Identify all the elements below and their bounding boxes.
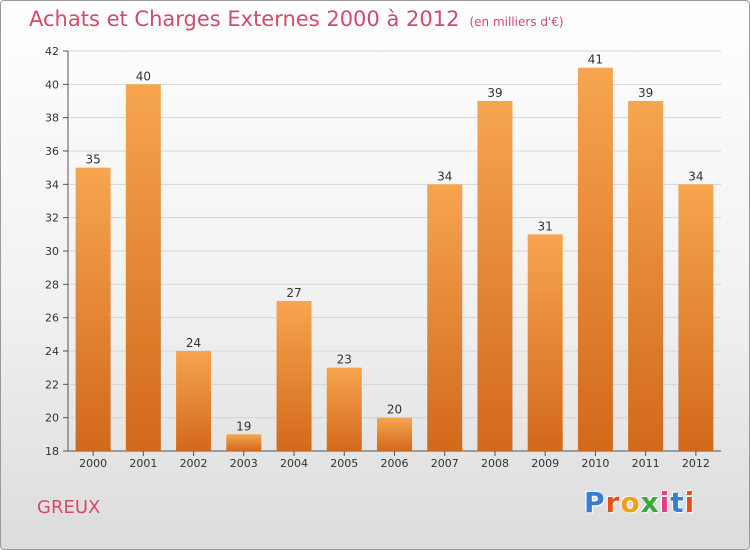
y-tick-label: 36 [45,145,59,158]
data-label: 19 [236,419,251,433]
data-label: 20 [387,403,402,417]
bar-2003 [226,434,262,451]
bar-2000 [75,167,111,451]
logo-letter: x [640,486,660,519]
x-tick-label: 2001 [129,457,157,470]
data-label: 39 [638,86,653,100]
chart-unit-note: (en milliers d'€) [469,15,564,29]
x-tick-label: 2007 [431,457,459,470]
x-tick-label: 2006 [381,457,409,470]
data-label: 40 [136,69,151,83]
x-tick-label: 2011 [632,457,660,470]
bar-2009 [527,234,563,451]
bar-2002 [176,351,212,451]
bar-2006 [377,417,412,451]
bar-2005 [326,367,362,451]
x-tick-label: 2008 [481,457,509,470]
logo-letter: i [659,486,671,519]
chart-title: Achats et Charges Externes 2000 à 2012 (e… [29,7,564,31]
data-label: 41 [588,53,603,67]
y-tick-label: 42 [45,45,59,58]
proxiti-logo[interactable]: Proxiti [584,486,695,519]
bar-2004 [276,301,312,451]
y-tick-label: 34 [45,178,59,191]
x-tick-label: 2002 [180,457,208,470]
x-tick-label: 2005 [330,457,358,470]
data-label: 34 [688,169,703,183]
y-tick-label: 32 [45,212,59,225]
y-tick-label: 28 [45,278,59,291]
x-tick-label: 2000 [79,457,107,470]
bar-2012 [678,184,714,452]
axes: 18 20 22 24 26 28 30 32 34 36 38 40 42 2000 2001 2002 20… [45,45,721,470]
data-label: 31 [538,219,553,233]
data-label: 35 [85,153,100,167]
x-tick-label: 2004 [280,457,308,470]
bar-2008 [477,101,513,451]
y-tick-label: 18 [45,445,59,458]
data-label: 39 [487,86,502,100]
logo-letter: i [684,486,696,519]
y-tick-label: 30 [45,245,59,258]
logo-letter: o [620,486,641,519]
y-tick-label: 38 [45,112,59,125]
logo-letter: t [670,486,685,519]
y-tick-label: 22 [45,378,59,391]
bar-2001 [125,84,161,451]
data-labels: 35 40 24 19 27 23 20 34 39 31 41 39 34 [85,53,703,434]
data-label: 27 [286,286,301,300]
data-label: 23 [337,353,352,367]
bar-2007 [427,184,463,452]
chart-title-text: Achats et Charges Externes 2000 à 2012 [29,7,460,31]
data-label: 34 [437,169,452,183]
logo-letter: P [584,486,606,519]
logo-letter: r [605,486,621,519]
y-tick-label: 24 [45,345,59,358]
location-label: GREUX [37,497,101,518]
x-tick-label: 2012 [682,457,710,470]
bar-2011 [628,101,664,451]
bar-2010 [577,67,613,452]
grid-lines [68,50,721,452]
bars [75,67,714,452]
x-tick-label: 2009 [531,457,559,470]
y-tick-label: 26 [45,312,59,325]
y-tick-label: 40 [45,78,59,91]
data-label: 24 [186,336,201,350]
y-tick-label: 20 [45,412,59,425]
x-tick-label: 2010 [581,457,609,470]
x-tick-label: 2003 [230,457,258,470]
